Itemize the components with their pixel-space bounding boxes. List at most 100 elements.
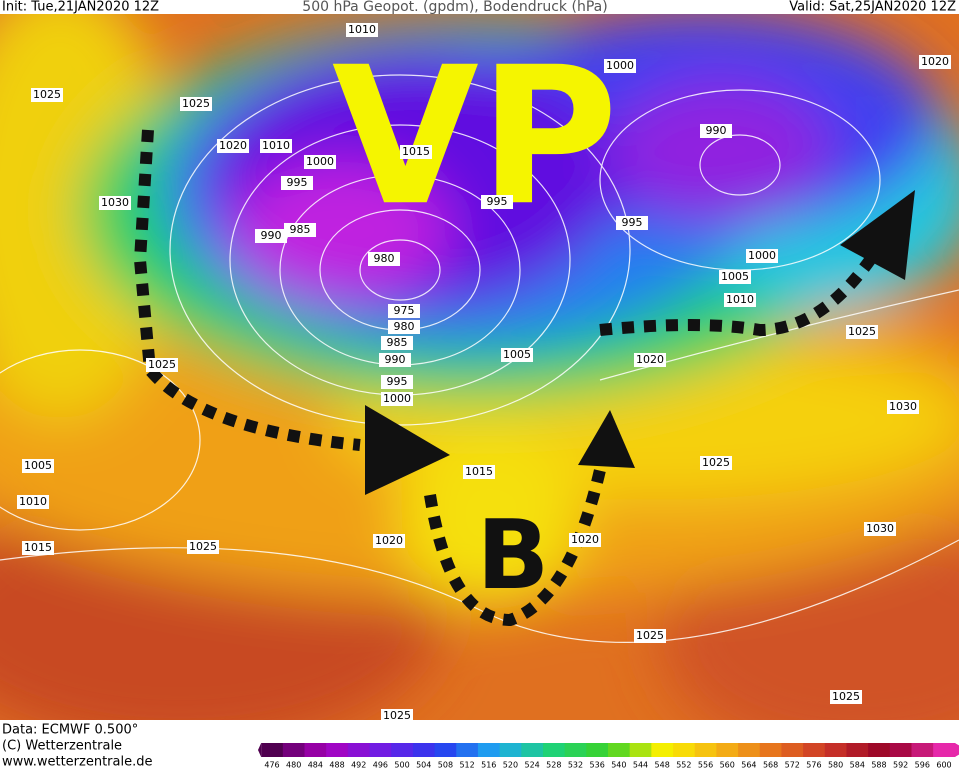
colorbar-label: 524 bbox=[524, 761, 539, 770]
colorbar-label: 488 bbox=[329, 761, 344, 770]
isobar-label: 985 bbox=[387, 336, 408, 349]
colorbar-label: 564 bbox=[741, 761, 756, 770]
isobar-label: 1010 bbox=[348, 23, 376, 36]
colorbar-label: 496 bbox=[373, 761, 388, 770]
colorbar-label: 512 bbox=[459, 761, 474, 770]
label-box bbox=[463, 465, 495, 479]
label-box bbox=[22, 459, 54, 473]
website: www.wetterzentrale.de bbox=[2, 755, 152, 770]
isobar-label: 1010 bbox=[726, 293, 754, 306]
colorbar-label: 552 bbox=[676, 761, 691, 770]
isobar-label: 995 bbox=[387, 375, 408, 388]
colorbar-swatch bbox=[326, 743, 349, 757]
colorbar-swatch bbox=[933, 743, 956, 757]
colorbar-swatch bbox=[694, 743, 717, 757]
colorbar-swatch bbox=[434, 743, 457, 757]
isobar-label: 1005 bbox=[24, 459, 52, 472]
isobar-label: 1015 bbox=[24, 541, 52, 554]
colorbar-swatch bbox=[282, 743, 306, 757]
data-source: Data: ECMWF 0.500° bbox=[2, 723, 138, 738]
colorbar-label: 592 bbox=[893, 761, 908, 770]
colorbar-swatch bbox=[781, 743, 804, 757]
isobar-label: 1000 bbox=[748, 249, 776, 262]
isobar-label: 1025 bbox=[189, 540, 217, 553]
colorbar-label: 504 bbox=[416, 761, 431, 770]
label-box bbox=[381, 375, 413, 389]
colorbar-label: 532 bbox=[568, 761, 583, 770]
colorbar-label: 492 bbox=[351, 761, 366, 770]
isobar-label: 1025 bbox=[702, 456, 730, 469]
colorbar-label: 556 bbox=[698, 761, 713, 770]
annotation-b: B bbox=[477, 501, 549, 611]
colorbar-label: 540 bbox=[611, 761, 626, 770]
label-box bbox=[381, 336, 413, 350]
label-box bbox=[22, 541, 54, 555]
colorbar-swatch bbox=[846, 743, 869, 757]
label-box bbox=[400, 145, 432, 159]
label-box bbox=[31, 88, 63, 102]
label-box bbox=[634, 629, 666, 643]
colorbar-label: 520 bbox=[503, 761, 518, 770]
isobar-label: 975 bbox=[394, 304, 415, 317]
isobar-label: 1000 bbox=[383, 392, 411, 405]
colorbar-swatch bbox=[542, 743, 566, 757]
colorbar-label: 516 bbox=[481, 761, 496, 770]
label-box bbox=[700, 124, 732, 138]
isobar-label: 1000 bbox=[606, 59, 634, 72]
label-box bbox=[481, 195, 513, 209]
map-title: 500 hPa Geopot. (gpdm), Bodendruck (hPa) bbox=[302, 0, 607, 15]
colorbar-swatch bbox=[759, 743, 782, 757]
colorbar-swatch bbox=[629, 743, 652, 757]
colorbar-arrow-right bbox=[954, 743, 959, 757]
colorbar-label: 480 bbox=[286, 761, 301, 770]
colorbar-swatch bbox=[651, 743, 674, 757]
label-box bbox=[719, 270, 751, 284]
isobar-label: 995 bbox=[487, 195, 508, 208]
isobar-label: 995 bbox=[622, 216, 643, 229]
colorbar-label: 536 bbox=[590, 761, 605, 770]
isobar-label: 985 bbox=[290, 223, 311, 236]
colorbar-swatch bbox=[868, 743, 891, 757]
colorbar-arrow-left bbox=[258, 743, 262, 757]
label-box bbox=[569, 533, 601, 547]
label-box bbox=[281, 176, 313, 190]
colorbar-label: 568 bbox=[763, 761, 778, 770]
colorbar-swatch bbox=[673, 743, 696, 757]
colorbar-label: 508 bbox=[438, 761, 453, 770]
valid-time: Valid: Sat,25JAN2020 12Z bbox=[789, 0, 956, 15]
label-box bbox=[99, 196, 131, 210]
label-box bbox=[146, 358, 178, 372]
label-box bbox=[388, 304, 420, 318]
isobar-label: 980 bbox=[394, 320, 415, 333]
isobar-label: 1025 bbox=[848, 325, 876, 338]
label-box bbox=[346, 23, 378, 37]
label-box bbox=[887, 400, 919, 414]
colorbar-label: 528 bbox=[546, 761, 561, 770]
label-box bbox=[368, 252, 400, 266]
label-box bbox=[255, 229, 287, 243]
colorbar-swatch bbox=[412, 743, 436, 757]
label-box bbox=[604, 59, 636, 73]
colorbar-swatch bbox=[586, 743, 609, 757]
label-box bbox=[864, 522, 896, 536]
label-box bbox=[846, 325, 878, 339]
colorbar-swatch bbox=[477, 743, 501, 757]
label-box bbox=[388, 320, 420, 334]
colorbar-swatch bbox=[304, 743, 327, 757]
colorbar-swatch bbox=[824, 743, 847, 757]
colorbar-swatch bbox=[608, 743, 631, 757]
label-box bbox=[373, 534, 405, 548]
isobar-label: 980 bbox=[374, 252, 395, 265]
isobar-label: 1020 bbox=[375, 534, 403, 547]
isobar-label: 1015 bbox=[402, 145, 430, 158]
label-box bbox=[187, 540, 219, 554]
colorbar-swatch bbox=[911, 743, 934, 757]
isobar-label: 1025 bbox=[383, 709, 411, 722]
colorbar-label: 588 bbox=[871, 761, 886, 770]
isobar-label: 1015 bbox=[465, 465, 493, 478]
isobar-label: 1020 bbox=[219, 139, 247, 152]
isobar-label: 1030 bbox=[889, 400, 917, 413]
colorbar-swatch bbox=[347, 743, 371, 757]
colorbar-swatch bbox=[889, 743, 912, 757]
